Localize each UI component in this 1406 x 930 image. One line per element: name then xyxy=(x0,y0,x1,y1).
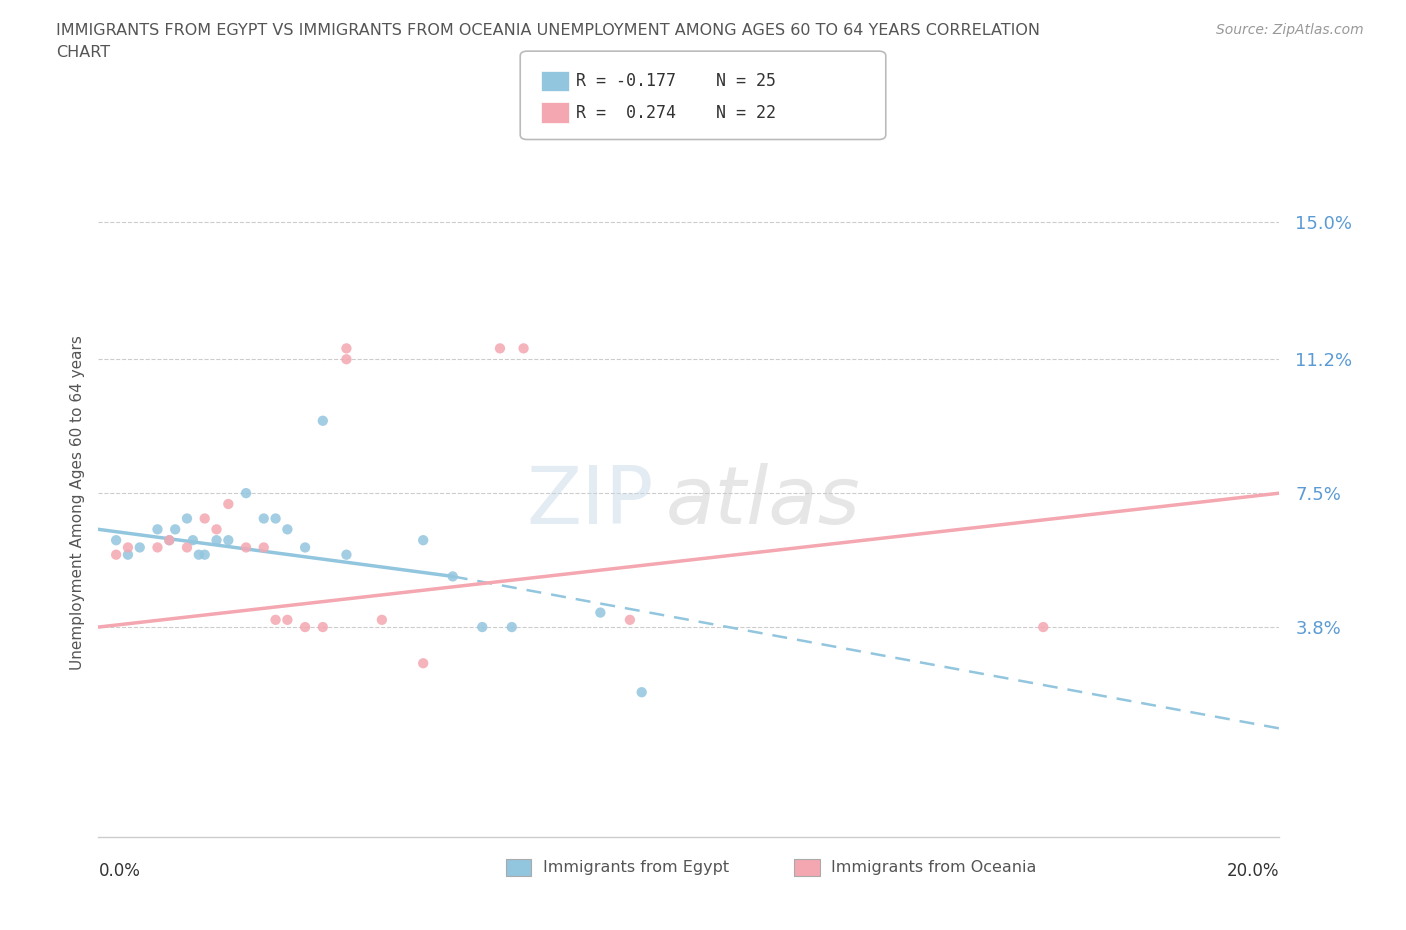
Point xyxy=(1032,619,1054,634)
Point xyxy=(187,547,209,562)
Point xyxy=(264,512,287,526)
Text: Immigrants from Oceania: Immigrants from Oceania xyxy=(831,860,1036,875)
Point xyxy=(335,352,357,366)
Point xyxy=(217,533,239,548)
Point xyxy=(312,619,335,634)
Point xyxy=(294,540,316,555)
Point xyxy=(335,547,357,562)
Point xyxy=(176,540,198,555)
Point xyxy=(157,533,180,548)
Text: 0.0%: 0.0% xyxy=(98,862,141,880)
Point xyxy=(235,540,257,555)
Point xyxy=(412,656,434,671)
Point xyxy=(128,540,150,555)
Point xyxy=(105,533,128,548)
Point xyxy=(294,619,316,634)
Point xyxy=(146,522,169,537)
Text: ZIP: ZIP xyxy=(526,463,654,541)
Point xyxy=(512,341,534,356)
Point xyxy=(335,341,357,356)
Point xyxy=(501,619,523,634)
Text: Source: ZipAtlas.com: Source: ZipAtlas.com xyxy=(1216,23,1364,37)
Point xyxy=(276,612,298,627)
Point xyxy=(117,540,139,555)
Text: CHART: CHART xyxy=(56,45,110,60)
Point xyxy=(589,605,612,620)
Point xyxy=(412,533,434,548)
Point xyxy=(205,522,228,537)
Point xyxy=(619,612,641,627)
Text: Immigrants from Egypt: Immigrants from Egypt xyxy=(543,860,728,875)
Point xyxy=(253,512,276,526)
Text: R = -0.177    N = 25: R = -0.177 N = 25 xyxy=(576,72,776,90)
Point xyxy=(165,522,187,537)
Y-axis label: Unemployment Among Ages 60 to 64 years: Unemployment Among Ages 60 to 64 years xyxy=(69,335,84,670)
Point xyxy=(371,612,394,627)
Point xyxy=(630,684,652,699)
Text: 20.0%: 20.0% xyxy=(1227,862,1279,880)
Point xyxy=(194,547,217,562)
Point xyxy=(441,569,464,584)
Point xyxy=(105,547,128,562)
Point xyxy=(157,533,180,548)
Text: IMMIGRANTS FROM EGYPT VS IMMIGRANTS FROM OCEANIA UNEMPLOYMENT AMONG AGES 60 TO 6: IMMIGRANTS FROM EGYPT VS IMMIGRANTS FROM… xyxy=(56,23,1040,38)
Point xyxy=(176,512,198,526)
Point xyxy=(117,547,139,562)
Point xyxy=(276,522,298,537)
Point xyxy=(471,619,494,634)
Point xyxy=(194,512,217,526)
Text: R =  0.274    N = 22: R = 0.274 N = 22 xyxy=(576,103,776,122)
Text: atlas: atlas xyxy=(665,463,860,541)
Point xyxy=(146,540,169,555)
Point xyxy=(205,533,228,548)
Point xyxy=(253,540,276,555)
Point xyxy=(264,612,287,627)
Point xyxy=(217,497,239,512)
Point xyxy=(235,485,257,500)
Point xyxy=(489,341,512,356)
Point xyxy=(312,413,335,428)
Point xyxy=(181,533,204,548)
